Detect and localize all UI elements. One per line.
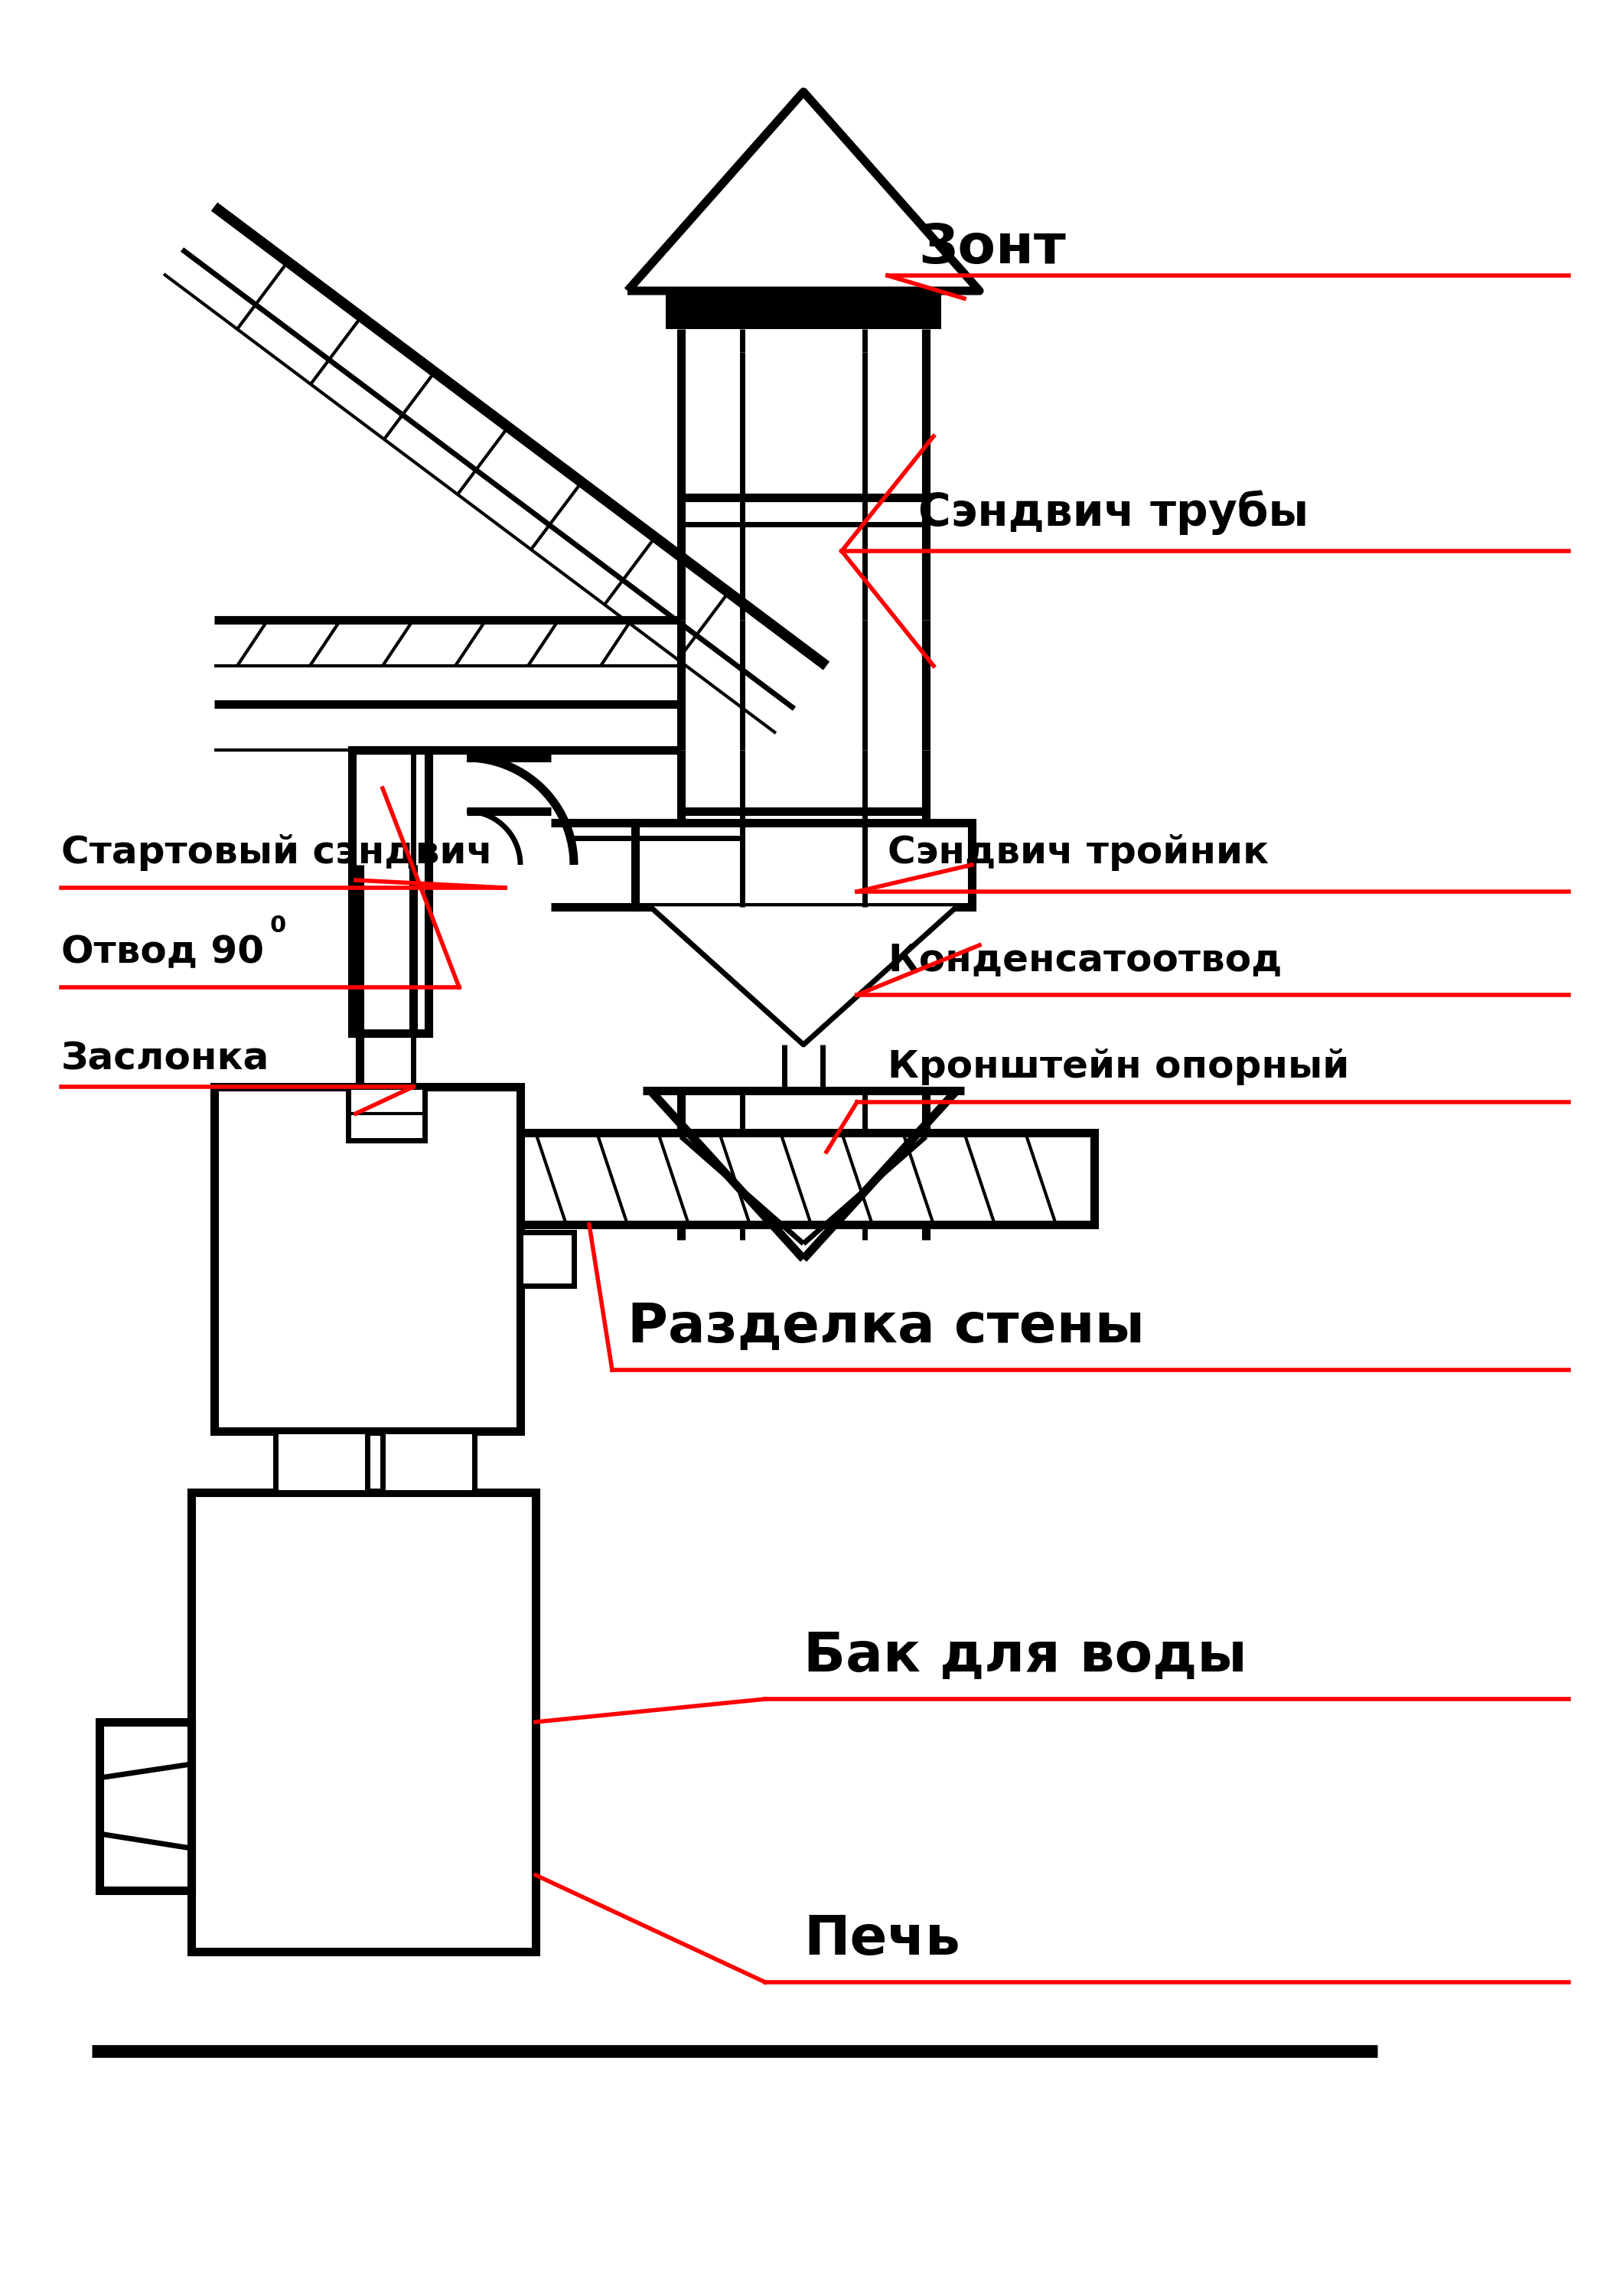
Text: 0: 0 <box>269 914 286 937</box>
Text: Кронштейн опорный: Кронштейн опорный <box>888 1049 1349 1086</box>
Text: Отвод 90: Отвод 90 <box>62 934 265 971</box>
Polygon shape <box>628 92 979 292</box>
Bar <box>521 1233 575 1286</box>
Bar <box>99 1722 192 1890</box>
Text: Разделка стены: Разделка стены <box>628 1302 1144 1355</box>
Bar <box>513 1132 1094 1224</box>
Text: Сэндвич трубы: Сэндвич трубы <box>919 489 1308 535</box>
Bar <box>276 1430 367 1492</box>
Bar <box>665 292 941 328</box>
Bar <box>349 1086 425 1141</box>
Text: Конденсатоотвод: Конденсатоотвод <box>888 941 1282 978</box>
Bar <box>214 1086 521 1430</box>
Text: Сэндвич тройник: Сэндвич тройник <box>888 833 1269 870</box>
Polygon shape <box>651 907 956 1045</box>
Text: Зонт: Зонт <box>919 223 1066 276</box>
Bar <box>383 1430 474 1492</box>
Text: Стартовый сэндвич: Стартовый сэндвич <box>62 833 493 870</box>
Bar <box>635 822 972 907</box>
Text: Заслонка: Заслонка <box>62 1040 269 1077</box>
Bar <box>192 1492 536 1952</box>
Text: Печь: Печь <box>803 1913 961 1965</box>
Bar <box>352 751 428 1033</box>
Text: Бак для воды: Бак для воды <box>803 1630 1246 1683</box>
